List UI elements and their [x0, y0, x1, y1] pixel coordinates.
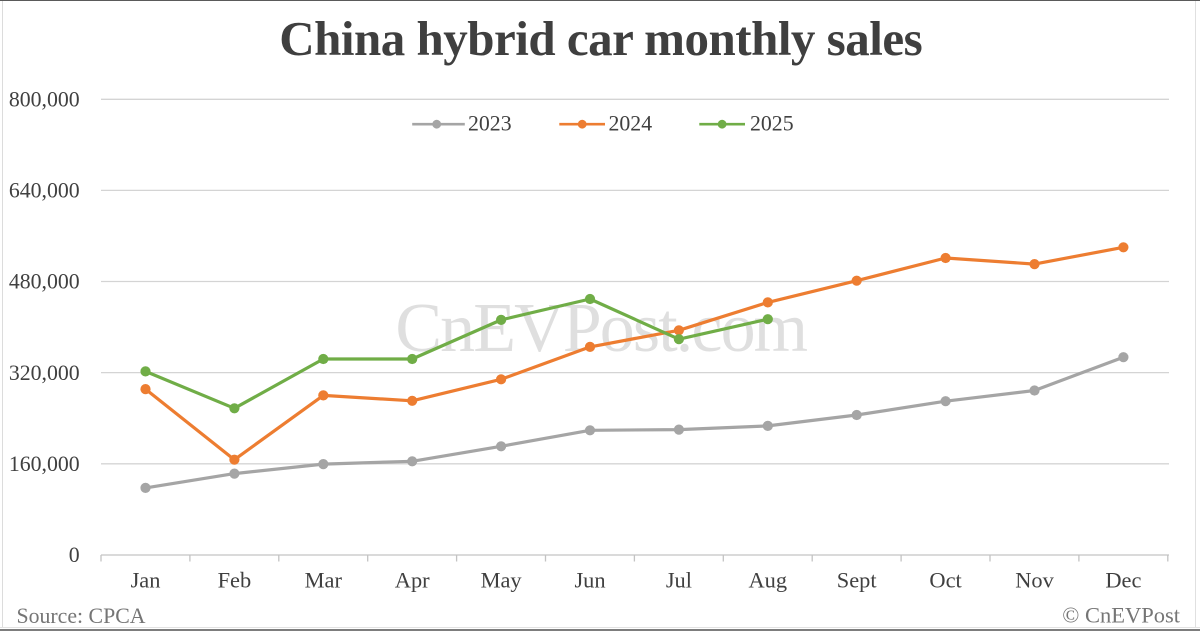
svg-text:320,000: 320,000 [9, 361, 80, 385]
svg-text:May: May [481, 568, 523, 593]
svg-text:Jul: Jul [666, 568, 692, 593]
svg-text:Jun: Jun [574, 568, 605, 593]
svg-text:China hybrid car monthly sales: China hybrid car monthly sales [279, 11, 922, 66]
svg-text:640,000: 640,000 [9, 179, 80, 203]
svg-text:Source: CPCA: Source: CPCA [17, 604, 146, 628]
svg-text:2023: 2023 [468, 112, 512, 136]
svg-text:Sept: Sept [837, 568, 878, 593]
svg-text:Oct: Oct [929, 568, 962, 593]
svg-text:Feb: Feb [218, 568, 252, 593]
svg-text:Jan: Jan [131, 568, 161, 593]
svg-text:2024: 2024 [609, 112, 653, 136]
svg-text:0: 0 [69, 543, 80, 567]
svg-text:800,000: 800,000 [9, 88, 80, 112]
svg-text:2025: 2025 [750, 112, 794, 136]
svg-text:Apr: Apr [395, 568, 430, 593]
svg-text:160,000: 160,000 [9, 452, 80, 476]
svg-text:Mar: Mar [305, 568, 343, 593]
svg-text:CnEVPost.com: CnEVPost.com [395, 290, 807, 367]
svg-text:Dec: Dec [1105, 568, 1141, 593]
svg-text:Nov: Nov [1015, 568, 1054, 593]
svg-text:Aug: Aug [749, 568, 788, 593]
svg-text:480,000: 480,000 [9, 270, 80, 294]
svg-text:© CnEVPost: © CnEVPost [1062, 603, 1180, 628]
